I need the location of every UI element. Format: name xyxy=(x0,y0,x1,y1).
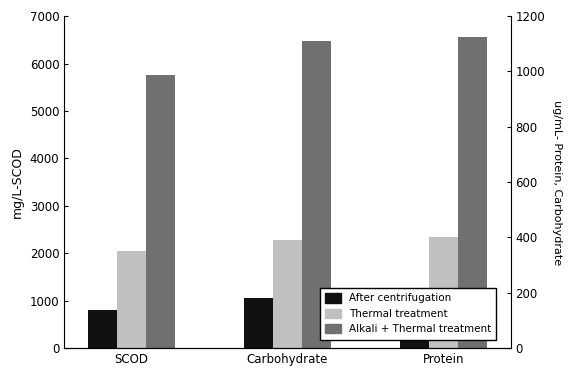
Bar xyxy=(244,298,273,348)
Y-axis label: mg/L-SCOD: mg/L-SCOD xyxy=(11,146,24,218)
Bar xyxy=(117,251,146,348)
Bar xyxy=(146,75,175,348)
Bar xyxy=(273,240,302,348)
Bar xyxy=(458,37,487,348)
Legend: After centrifugation, Thermal treatment, Alkali + Thermal treatment: After centrifugation, Thermal treatment,… xyxy=(320,288,496,340)
Bar xyxy=(302,41,331,348)
Bar xyxy=(429,237,458,348)
Bar xyxy=(88,310,117,348)
Y-axis label: ug/mL- Protein, Carbohydrate: ug/mL- Protein, Carbohydrate xyxy=(552,100,562,265)
Bar xyxy=(400,305,429,348)
